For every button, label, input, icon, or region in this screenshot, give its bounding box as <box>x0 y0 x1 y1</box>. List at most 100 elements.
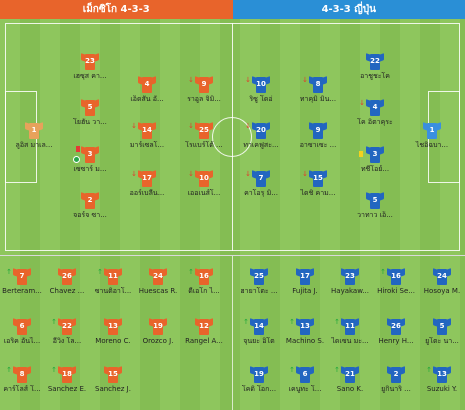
substituted-out-icon: ↓ <box>188 170 194 178</box>
player-name: อาซาเซะ ... <box>299 141 337 149</box>
substituted-in-icon: ↑ <box>6 366 12 374</box>
player-name: Hayakaw... <box>331 287 369 295</box>
player-card[interactable]: 14 ↑ จุนยะ อิโต <box>229 318 289 346</box>
player-card[interactable]: 19 โคดิ โอก... <box>229 366 289 394</box>
player-name: วาทาว เอ็... <box>357 211 393 219</box>
player-card[interactable]: 26 Chavez ... <box>37 268 97 296</box>
substituted-out-icon: ↓ <box>302 76 308 84</box>
player-card[interactable]: 3 ทชีโอย์... <box>345 146 405 174</box>
shirt-icon: 23 <box>341 268 359 285</box>
shirt-icon: 22 <box>366 53 384 70</box>
player-card[interactable]: 9 อาซาเซะ ... <box>288 122 348 150</box>
player-card[interactable]: 11 ↑ ซานติอาโ... <box>83 268 143 296</box>
player-card[interactable]: 8 ↓ ทาคุมิ มิน... <box>288 76 348 104</box>
player-card[interactable]: 26 Henry H... <box>366 318 426 346</box>
shirt-number: 15 <box>108 370 118 378</box>
player-card[interactable]: 22 ↑ อีวิ่ง โล... <box>37 318 97 346</box>
shirt-number: 17 <box>300 272 310 280</box>
player-card[interactable]: 20 ↓ ทาเคฟูสะ... <box>231 122 291 150</box>
player-card[interactable]: 13 Moreno C. <box>83 318 143 346</box>
player-card[interactable]: 25 ↓ โรแบร์โต้ ... <box>174 122 234 150</box>
player-card[interactable]: 16 ↑ Hiroki Se... <box>366 268 426 296</box>
shirt-number: 6 <box>302 370 308 378</box>
shirt-icon: 16 ↑ <box>380 268 405 285</box>
player-card[interactable]: 2 ยูกินาริ ... <box>366 366 426 394</box>
shirt-number: 13 <box>437 370 447 378</box>
player-card[interactable]: 19 Orozco J. <box>128 318 188 346</box>
player-card[interactable]: 21 ↑ Sano K. <box>320 366 380 394</box>
shirt-number: 15 <box>313 174 323 182</box>
player-card[interactable]: 8 ↑ คาร์โลส์ โ... <box>0 366 52 394</box>
player-card[interactable]: 23 เฮซุส คา... <box>60 53 120 81</box>
player-card[interactable]: 24 Huescas R. <box>128 268 188 296</box>
player-name: ยูโตะ นา... <box>425 337 459 345</box>
player-name: ริซู โดอ่ <box>249 95 273 103</box>
shirt-number: 13 <box>300 322 310 330</box>
player-card[interactable]: 11 ↑ ไดเซน มะ... <box>320 318 380 346</box>
player-name: ทาคุมิ มิน... <box>299 95 337 103</box>
player-card[interactable]: 5 วาทาว เอ็... <box>345 192 405 220</box>
shirt-icon: 14 ↑ <box>243 318 268 335</box>
shirt-number: 2 <box>393 370 399 378</box>
player-name: อีวิ่ง โล... <box>52 337 82 345</box>
player-card[interactable]: 17 ↓ ออร์เบลีน... <box>117 170 177 198</box>
player-card[interactable]: 17 Fujita J. <box>275 268 335 296</box>
substituted-in-icon: ↑ <box>97 268 103 276</box>
player-card[interactable]: 23 Hayakaw... <box>320 268 380 296</box>
player-card[interactable]: 7 ↓ คาโอรุ มิ... <box>231 170 291 198</box>
player-name: Machino S. <box>285 337 325 345</box>
bench-divider <box>232 256 233 410</box>
player-card[interactable]: 9 ↓ ราอูล จิมิ... <box>174 76 234 104</box>
player-name: ฮายาโตะ ... <box>240 287 278 295</box>
player-card[interactable]: 10 ↓ เออเนส์โ... <box>174 170 234 198</box>
player-card[interactable]: 3 เซซาร์ ม... <box>60 146 120 174</box>
shirt-icon: 15 ↓ <box>302 170 327 187</box>
substituted-in-icon: ↑ <box>289 318 295 326</box>
shirt-number: 22 <box>370 57 380 65</box>
shirt-icon: 25 ↓ <box>188 122 213 139</box>
player-card[interactable]: 5 ยูโตะ นา... <box>412 318 465 346</box>
player-card[interactable]: 7 ↑ Berteram... <box>0 268 52 296</box>
shirt-number: 24 <box>437 272 447 280</box>
player-name: อาชูชะโค <box>360 72 390 80</box>
player-name: จุนยะ อิโต <box>243 337 275 345</box>
player-card[interactable]: 6 เอริค อันไ... <box>0 318 52 346</box>
player-name: โคดิ โอก... <box>241 385 277 393</box>
player-card[interactable]: 22 อาชูชะโค <box>345 53 405 81</box>
player-card[interactable]: 15 Sanchez J. <box>83 366 143 394</box>
player-card[interactable]: 12 Rangel A... <box>174 318 234 346</box>
player-card[interactable]: 5 โยฮัน วา... <box>60 99 120 127</box>
away-team-formation[interactable]: 4-3-3 ญี่ปุ่น <box>232 0 465 19</box>
player-card[interactable]: 6 ↑ เคนูทะ โ... <box>275 366 335 394</box>
player-name: เอริค อันไ... <box>3 337 41 345</box>
player-card[interactable]: 24 Hosoya M. <box>412 268 465 296</box>
player-card[interactable]: 2 จอร์จ ซา... <box>60 192 120 220</box>
shirt-icon: 12 <box>195 318 213 335</box>
player-card[interactable]: 13 ↑ Suzuki Y. <box>412 366 465 394</box>
shirt-number: 1 <box>31 126 37 134</box>
player-card[interactable]: 25 ฮายาโตะ ... <box>229 268 289 296</box>
shirt-icon: 5 <box>433 318 451 335</box>
player-name: Sanchez E. <box>47 385 87 393</box>
player-card[interactable]: 15 ↓ ไดชิ คาม... <box>288 170 348 198</box>
shirt-number: 19 <box>153 322 163 330</box>
substituted-in-icon: ↑ <box>334 366 340 374</box>
player-card[interactable]: 1 ไชอิฉบา... <box>402 122 462 150</box>
player-card[interactable]: 14 ↓ มาร์เซลโ... <box>117 122 177 150</box>
player-card[interactable]: 10 ↓ ริซู โดอ่ <box>231 76 291 104</box>
red-card-icon <box>76 146 80 152</box>
player-card[interactable]: 18 ↑ Sanchez E. <box>37 366 97 394</box>
player-card[interactable]: 4 เอ็ดสัน อั... <box>117 76 177 104</box>
player-card[interactable]: 1 ลูอิส มาเล... <box>4 122 64 150</box>
shirt-number: 16 <box>391 272 401 280</box>
shirt-icon: 13 ↑ <box>289 318 314 335</box>
shirt-number: 3 <box>87 150 93 158</box>
substituted-out-icon: ↓ <box>302 170 308 178</box>
home-team-formation[interactable]: เม็กซิโก 4-3-3 <box>0 0 233 19</box>
shirt-icon: 6 ↑ <box>289 366 314 383</box>
player-card[interactable]: 4 ↓ โค อิตาคุระ <box>345 99 405 127</box>
player-name: Sanchez J. <box>95 385 131 393</box>
player-name: Sano K. <box>336 385 364 393</box>
player-card[interactable]: 16 ↑ ดีเอโก ไ... <box>174 268 234 296</box>
player-card[interactable]: 13 ↑ Machino S. <box>275 318 335 346</box>
